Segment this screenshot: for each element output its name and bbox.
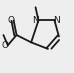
Text: O: O xyxy=(8,16,15,25)
Text: O: O xyxy=(2,41,9,50)
Text: N: N xyxy=(54,16,60,25)
Text: N: N xyxy=(33,16,39,25)
